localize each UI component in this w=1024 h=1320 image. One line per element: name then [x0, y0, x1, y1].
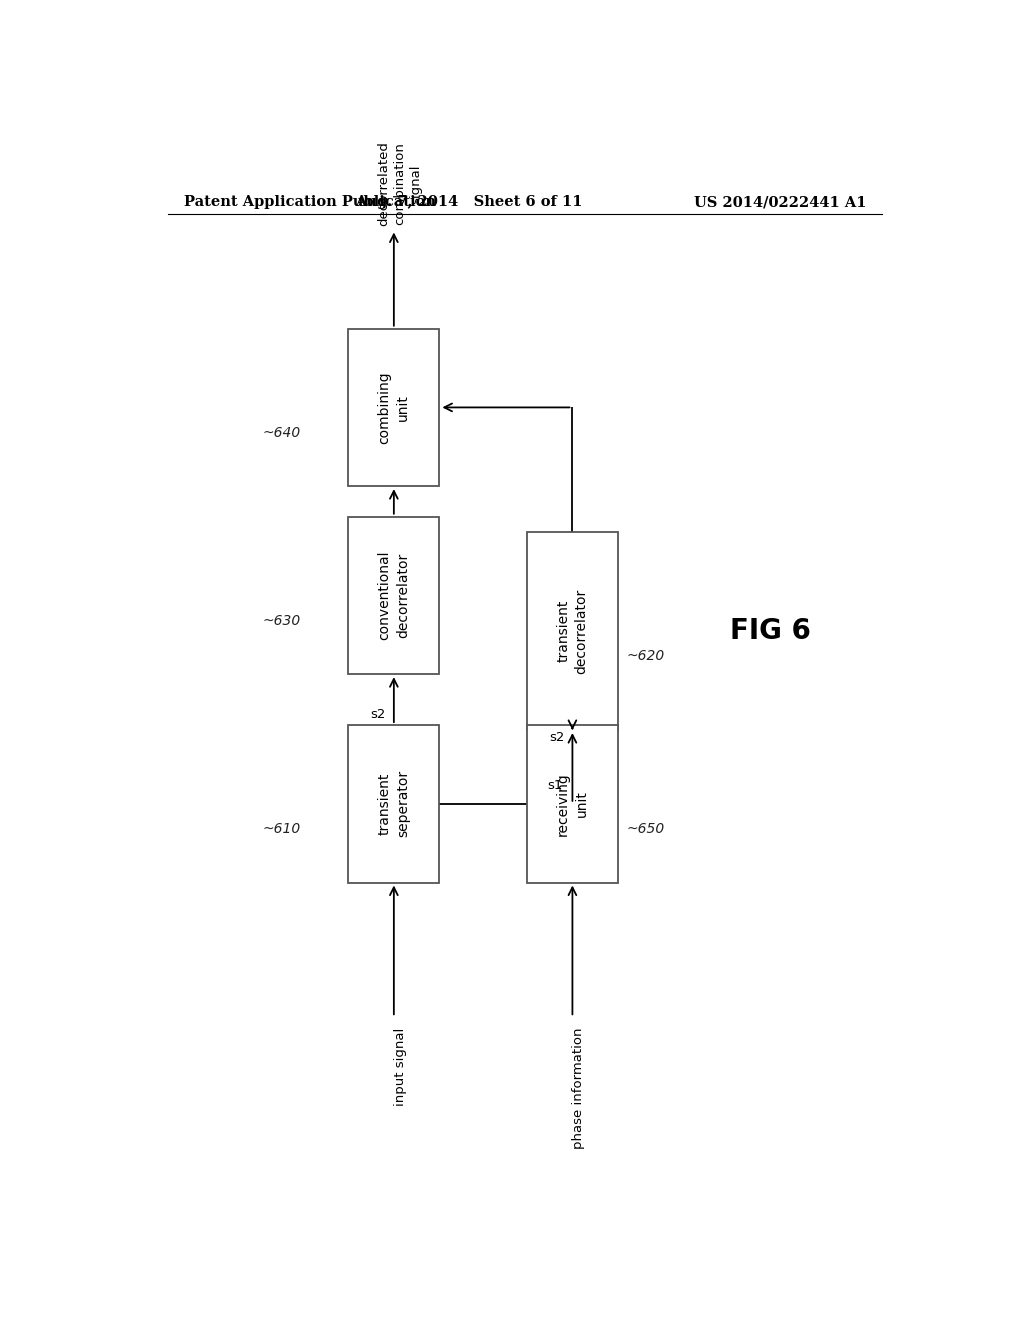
Text: s2: s2 — [371, 709, 386, 721]
Text: ~630: ~630 — [263, 614, 301, 628]
Text: phase information: phase information — [572, 1027, 586, 1148]
Text: s1: s1 — [547, 779, 562, 792]
Text: s2: s2 — [549, 731, 564, 744]
Text: combining
unit: combining unit — [378, 371, 410, 444]
Text: ~650: ~650 — [627, 822, 665, 837]
Bar — [526, 725, 618, 883]
Bar — [348, 725, 439, 883]
Text: conventional
decorrelator: conventional decorrelator — [378, 550, 410, 640]
Bar — [348, 329, 439, 486]
Text: ~610: ~610 — [263, 822, 301, 837]
Text: decorrelated
combination
signal: decorrelated combination signal — [378, 141, 423, 227]
Bar — [526, 532, 618, 730]
Text: Patent Application Publication: Patent Application Publication — [183, 195, 435, 209]
Text: ~620: ~620 — [627, 649, 665, 664]
Text: US 2014/0222441 A1: US 2014/0222441 A1 — [693, 195, 866, 209]
Bar — [348, 516, 439, 675]
Text: transient
decorrelator: transient decorrelator — [556, 589, 589, 673]
Text: transient
seperator: transient seperator — [378, 771, 410, 837]
Text: receiving
unit: receiving unit — [556, 772, 589, 836]
Text: FIG 6: FIG 6 — [730, 616, 811, 645]
Text: ~640: ~640 — [263, 426, 301, 440]
Text: Aug. 7, 2014   Sheet 6 of 11: Aug. 7, 2014 Sheet 6 of 11 — [355, 195, 583, 209]
Text: input signal: input signal — [393, 1027, 407, 1106]
